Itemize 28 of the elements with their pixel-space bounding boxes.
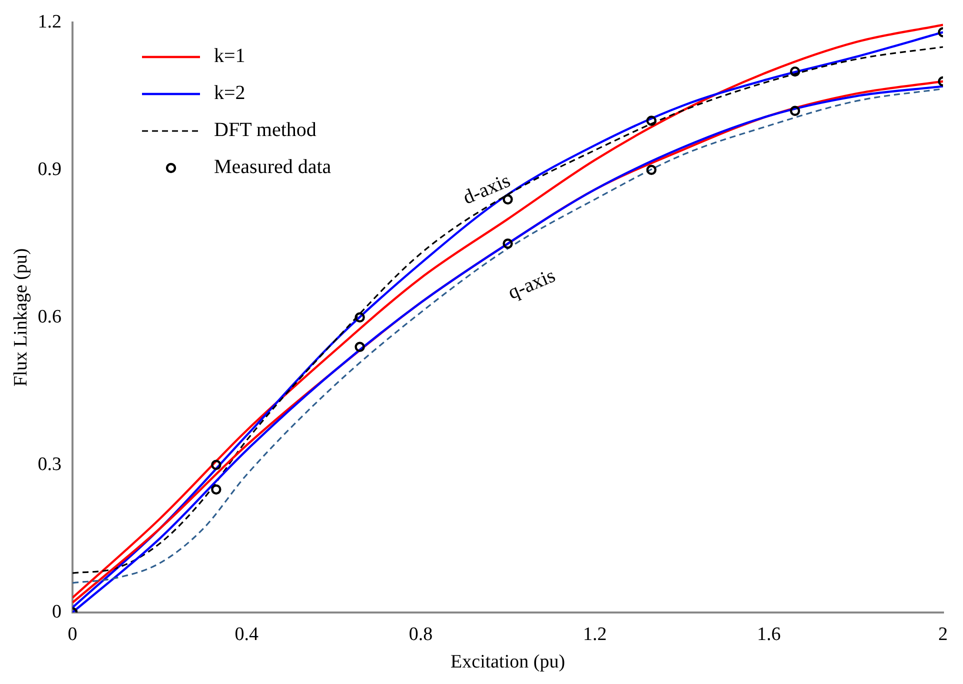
legend-label: Measured data [214,156,332,179]
annotation: q-axis [504,264,559,304]
y-tick-label: 0 [52,601,62,622]
x-tick-label: 2 [938,624,948,645]
x-tick-label: 1.2 [582,624,607,645]
point [211,460,222,470]
point [354,312,365,322]
point [354,342,365,352]
x-tick-label: 1.6 [757,624,781,645]
y-tick-label: 0.9 [38,158,62,180]
x-tick-label: 0 [68,624,78,645]
legend-label: k=2 [214,82,246,105]
annotation: d-axis [460,170,514,209]
y-axis-title: Flux Linkage (pu) [10,248,32,387]
legend-label: k=1 [214,45,246,68]
point [502,238,513,249]
point [790,66,800,77]
y-tick-label: 0.6 [38,306,62,328]
x-tick-label: 0.8 [408,624,433,645]
point [211,484,222,495]
x-axis-title: Excitation (pu) [450,652,566,673]
x-tick-label: 0.4 [234,624,260,645]
y-tick-label: 1.2 [38,11,62,32]
point [646,116,656,126]
point [790,106,800,116]
legend-label: DFT method [214,119,316,142]
y-tick-label: 0.3 [38,454,62,475]
point [646,164,656,175]
